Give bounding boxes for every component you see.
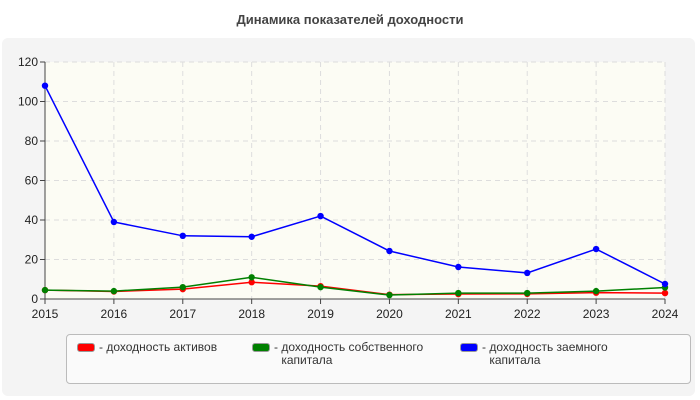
data-point <box>317 212 324 220</box>
data-point <box>592 245 600 253</box>
legend-item: - доходность активов <box>77 341 246 354</box>
y-tick-label: 20 <box>25 253 39 267</box>
y-tick-label: 80 <box>25 134 39 148</box>
series-line <box>44 276 666 296</box>
x-tick-label: 2016 <box>101 307 128 321</box>
data-point <box>179 283 186 291</box>
x-tick-label: 2021 <box>445 307 472 321</box>
legend-label: доходность активов <box>106 340 218 354</box>
legend-swatch <box>77 343 95 352</box>
series-line <box>44 85 666 285</box>
x-tick-label: 2019 <box>307 307 334 321</box>
x-tick-label: 2023 <box>583 307 610 321</box>
legend-swatch <box>460 343 478 352</box>
legend-item: - доходность заемного капитала <box>460 341 629 367</box>
data-point <box>248 279 255 286</box>
x-tick-label: 2024 <box>652 307 679 321</box>
legend-item: - доходность собственного капитала <box>252 341 431 367</box>
x-tick-label: 2017 <box>169 307 196 321</box>
data-point <box>317 283 324 291</box>
data-point <box>661 289 669 297</box>
legend-swatch <box>252 343 270 352</box>
y-tick-label: 120 <box>18 55 38 69</box>
x-tick-label: 2022 <box>514 307 541 321</box>
data-point <box>455 263 462 271</box>
data-point <box>386 247 393 255</box>
data-point <box>455 289 462 297</box>
y-tick-label: 100 <box>18 95 38 109</box>
legend-label: доходность собственного капитала <box>281 340 424 367</box>
y-tick-label: 40 <box>25 213 39 227</box>
chart-title: Динамика показателей доходности <box>236 12 464 27</box>
data-point <box>41 286 49 294</box>
legend-label: доходность заемного капитала <box>489 340 608 367</box>
x-tick-label: 2018 <box>238 307 265 321</box>
y-tick-label: 0 <box>31 292 38 306</box>
data-point <box>248 233 255 240</box>
data-point <box>386 291 393 299</box>
data-point <box>524 269 531 277</box>
y-tick-label: 60 <box>25 174 39 188</box>
data-point <box>248 274 255 281</box>
data-point <box>110 287 118 295</box>
data-point <box>41 82 49 89</box>
x-tick-label: 2015 <box>32 307 59 321</box>
legend: - доходность активов - доходность собств… <box>66 334 691 384</box>
data-point <box>524 289 531 297</box>
data-point <box>179 232 186 239</box>
x-tick-label: 2020 <box>376 307 403 321</box>
data-point <box>592 287 600 295</box>
data-point <box>661 280 669 288</box>
data-point <box>110 218 118 226</box>
